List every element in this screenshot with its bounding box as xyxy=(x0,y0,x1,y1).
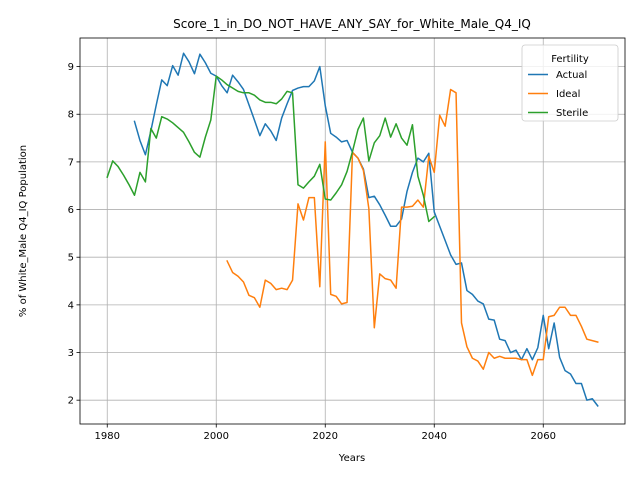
x-axis-label: Years xyxy=(338,453,365,464)
y-tick-label: 3 xyxy=(68,348,74,359)
legend-label-ideal: Ideal xyxy=(556,89,580,100)
legend-box xyxy=(521,44,619,122)
legend-label-sterile: Sterile xyxy=(556,108,588,119)
legend-title: Fertility xyxy=(551,54,589,65)
series-line-ideal xyxy=(226,88,599,377)
y-tick-label: 4 xyxy=(68,300,74,311)
y-tick-label: 8 xyxy=(68,110,74,121)
plot-frame xyxy=(79,37,626,425)
x-tick-label: 2000 xyxy=(204,431,229,442)
series-line-sterile xyxy=(106,75,436,223)
y-tick-label: 5 xyxy=(68,253,74,264)
y-tick-label: 2 xyxy=(68,396,74,407)
series-lines xyxy=(106,52,599,407)
y-tick-label: 7 xyxy=(68,157,74,168)
x-tick-label: 1980 xyxy=(95,431,120,442)
x-tick-label: 2040 xyxy=(422,431,447,442)
legend: Fertility Actual Ideal Sterile xyxy=(521,44,619,122)
y-axis-ticks: 2 3 4 5 6 7 8 9 xyxy=(68,62,80,407)
x-tick-label: 2020 xyxy=(313,431,338,442)
y-tick-label: 9 xyxy=(68,62,74,73)
legend-label-actual: Actual xyxy=(556,70,587,81)
legend-entries: Actual Ideal Sterile xyxy=(528,70,588,119)
y-tick-label: 6 xyxy=(68,205,74,216)
x-axis-ticks: 1980 2000 2020 2040 2060 xyxy=(95,424,556,442)
series-line-actual xyxy=(133,52,599,407)
x-tick-label: 2060 xyxy=(531,431,556,442)
y-axis-label: % of White_Male Q4_IQ Population xyxy=(18,145,29,317)
chart-title: Score_1_in_DO_NOT_HAVE_ANY_SAY_for_White… xyxy=(173,17,531,31)
